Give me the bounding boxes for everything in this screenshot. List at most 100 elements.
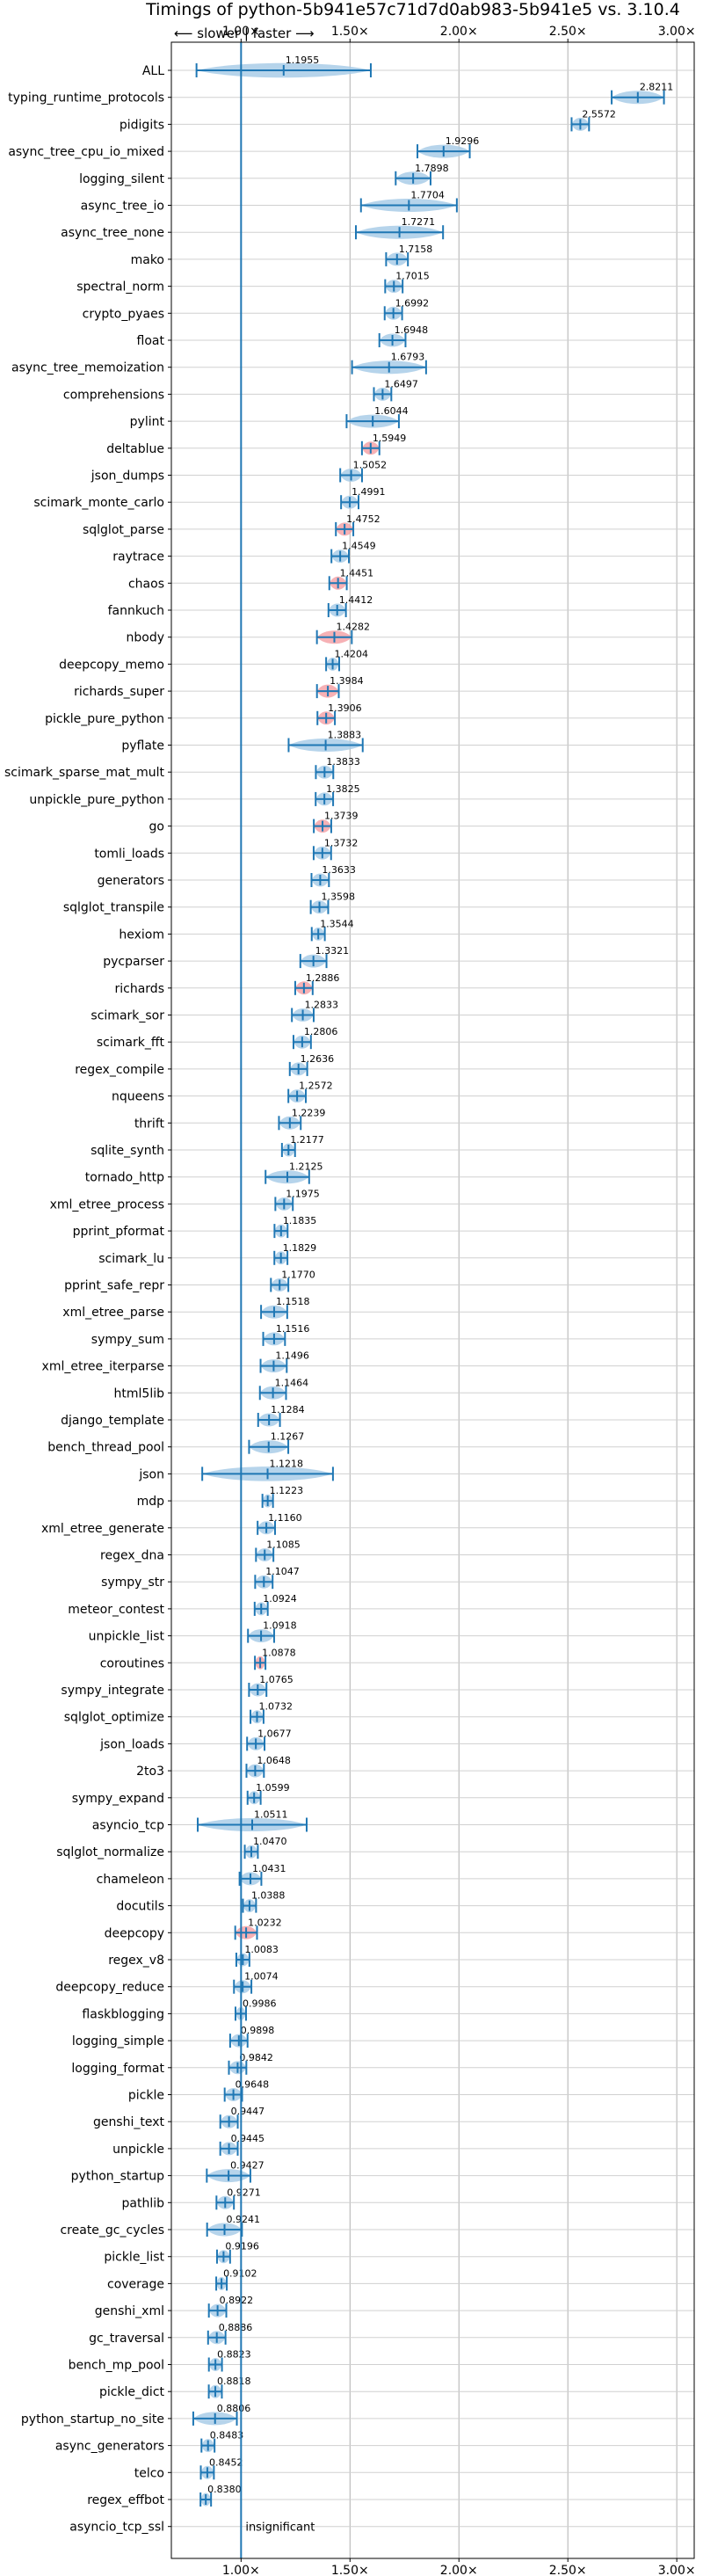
benchmark-label: python_startup_no_site (21, 2412, 164, 2427)
benchmark-label: float (137, 334, 165, 348)
benchmark-label: logging_simple (72, 2034, 164, 2048)
value-label: 1.1835 (283, 1215, 317, 1226)
benchmark-label: sqlglot_normalize (56, 1845, 164, 1859)
benchmark-label: deepcopy_reduce (55, 1981, 164, 1995)
value-label: 1.0924 (263, 1593, 297, 1605)
benchmark-label: nbody (127, 631, 165, 645)
value-label: 1.4282 (336, 622, 370, 633)
value-label: 0.8452 (209, 2456, 243, 2468)
value-label: 1.2886 (306, 972, 340, 984)
benchmark-label: scimark_fft (97, 1036, 165, 1050)
benchmark-label: fannkuch (108, 604, 164, 618)
value-label: 1.3633 (322, 864, 356, 876)
benchmark-label: scimark_sor (91, 1009, 164, 1023)
benchmark-label: tornado_http (85, 1171, 164, 1185)
benchmark-label: regex_compile (75, 1063, 164, 1077)
benchmark-label: pycparser (103, 955, 164, 969)
value-label: 1.7271 (402, 216, 436, 228)
benchmark-label: regex_dna (100, 1549, 164, 1563)
benchmark-label: pprint_safe_repr (64, 1279, 164, 1293)
benchmark-label: bench_thread_pool (47, 1441, 164, 1455)
value-label: 0.9196 (225, 2241, 259, 2252)
value-label: 1.1284 (271, 1404, 305, 1415)
value-label: 0.9427 (230, 2160, 265, 2172)
benchmark-label: async_generators (55, 2440, 164, 2454)
benchmark-label: gc_traversal (89, 2332, 164, 2346)
benchmark-label: django_template (61, 1414, 164, 1428)
benchmark-label: crypto_pyaes (83, 307, 164, 321)
value-label: 1.0765 (259, 1674, 294, 1685)
benchmark-label: asyncio_tcp (92, 1819, 164, 1833)
value-label: 1.4451 (340, 567, 374, 579)
x-tick-label-top: 2.50× (549, 25, 587, 39)
benchmark-label: deepcopy_memo (59, 658, 164, 672)
benchmark-label: thrift (134, 1117, 165, 1131)
plot-frame (170, 41, 695, 2559)
benchmark-label: pidigits (120, 118, 164, 132)
benchmark-label: typing_runtime_protocols (8, 91, 164, 106)
value-label: 1.7015 (395, 271, 430, 282)
value-label: 1.2177 (290, 1134, 324, 1146)
benchmark-label: 2to3 (136, 1765, 164, 1779)
value-label: 0.8483 (210, 2430, 243, 2441)
value-label: 1.3739 (324, 811, 359, 822)
value-label: 1.9296 (446, 135, 479, 147)
value-label: 1.1218 (270, 1458, 304, 1469)
benchmark-label: deepcopy (105, 1926, 164, 1940)
benchmark-label: coroutines (100, 1656, 164, 1670)
value-label: 1.3598 (322, 891, 356, 903)
benchmark-label: raytrace (112, 550, 164, 564)
value-label: 1.6793 (391, 352, 425, 363)
benchmark-label: go (149, 820, 164, 834)
value-label: 1.0732 (258, 1701, 293, 1713)
x-tick-label-bottom: 3.00× (658, 2564, 696, 2576)
value-label: 1.4991 (352, 486, 386, 498)
benchmark-label: mako (131, 253, 164, 267)
axis-layer: 1.00× 1.00× 1.50× 1.50× 2.00× 2.00× 2.50× 2.50×… (168, 25, 696, 2576)
value-label: 0.8922 (220, 2295, 254, 2306)
value-label: 1.3321 (315, 945, 350, 957)
value-label: 1.6992 (395, 297, 430, 309)
value-label: 1.2806 (304, 1026, 338, 1037)
benchmark-label: pickle_list (104, 2251, 164, 2265)
value-label: 0.9898 (241, 2025, 275, 2036)
value-label: 1.0677 (257, 1728, 292, 1739)
value-label: 1.1518 (276, 1296, 310, 1307)
value-label: 1.0511 (254, 1809, 288, 1821)
value-label: 0.8818 (217, 2376, 251, 2387)
value-label: 0.8886 (219, 2322, 253, 2333)
benchmark-label: unpickle_pure_python (29, 793, 164, 807)
value-label: 1.0232 (248, 1917, 282, 1928)
benchmark-label: logging_silent (79, 172, 164, 186)
benchmark-label: sympy_expand (72, 1792, 164, 1806)
benchmark-label: tomli_loads (94, 847, 164, 861)
value-label: 1.0918 (263, 1620, 297, 1632)
value-label: 1.7704 (410, 190, 445, 201)
value-label: 0.8380 (207, 2484, 242, 2495)
value-label: 1.1223 (270, 1485, 304, 1496)
benchmark-label: async_tree_memoization (11, 361, 164, 375)
value-label: 1.3825 (326, 783, 360, 795)
value-label: 1.0388 (251, 1890, 286, 1902)
value-label: 1.5949 (373, 433, 407, 444)
value-label: 1.0431 (252, 1863, 286, 1874)
benchmark-label: richards (115, 982, 165, 996)
value-label: 1.3883 (328, 730, 362, 741)
benchmark-label: sqlglot_optimize (64, 1711, 164, 1725)
value-label: 0.9986 (243, 1997, 277, 2009)
x-tick-label-top: 1.00× (222, 25, 260, 39)
grid-layer (171, 42, 694, 2558)
chart-title: Timings of python-5b941e57c71d7d0ab983-5… (145, 0, 680, 19)
value-label: 1.3732 (324, 837, 359, 848)
benchmark-label: genshi_text (93, 2115, 165, 2129)
benchmark-label: create_gc_cycles (60, 2223, 164, 2238)
value-label: 1.3833 (326, 756, 360, 768)
value-label: 1.2572 (299, 1081, 333, 1092)
benchmark-label: sqlglot_transpile (63, 901, 164, 915)
value-label: 1.0470 (253, 1836, 287, 1847)
benchmark-label: coverage (107, 2277, 164, 2291)
value-label: 1.1955 (286, 55, 320, 66)
benchmark-label: xml_etree_generate (41, 1522, 164, 1536)
benchmark-label: meteor_contest (68, 1603, 164, 1617)
